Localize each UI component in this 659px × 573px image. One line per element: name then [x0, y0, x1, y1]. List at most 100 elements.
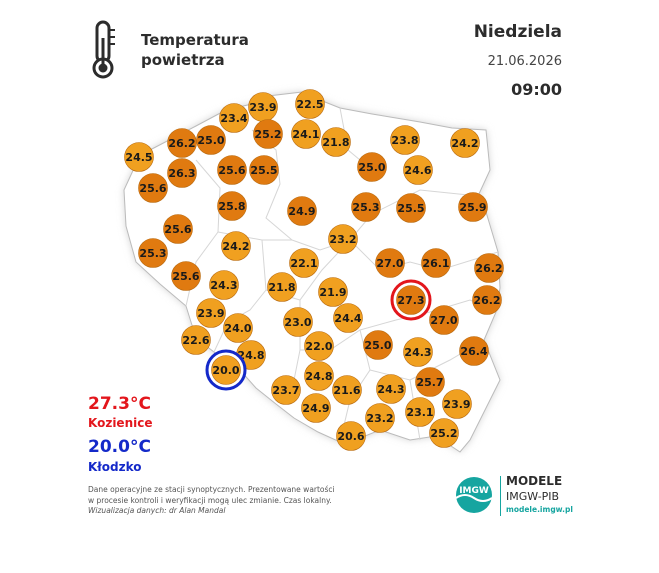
- station-marker: 22.0: [304, 331, 334, 361]
- station-dot: [249, 155, 279, 185]
- station-marker: 26.4: [459, 336, 489, 366]
- station-marker: 25.0: [357, 152, 387, 182]
- station-marker: 24.1: [291, 119, 321, 149]
- station-dot: [357, 152, 387, 182]
- station-temperature-label: 23.7: [272, 384, 299, 397]
- station-temperature-label: 23.9: [197, 307, 224, 320]
- station-marker: 21.8: [321, 127, 351, 157]
- station-marker: 22.6: [181, 325, 211, 355]
- station-temperature-label: 23.2: [329, 233, 356, 246]
- station-temperature-label: 24.3: [377, 383, 404, 396]
- station-marker: 24.3: [403, 337, 433, 367]
- station-temperature-label: 21.9: [319, 286, 346, 299]
- station-temperature-label: 23.9: [443, 398, 470, 411]
- thermometer-icon: [92, 20, 115, 79]
- station-dot: [363, 330, 393, 360]
- station-dot: [124, 142, 154, 172]
- min-temperature-station: Kłodzko: [88, 460, 142, 474]
- station-marker: 23.2: [328, 224, 358, 254]
- station-marker: 24.9: [301, 393, 331, 423]
- station-dot: [328, 224, 358, 254]
- station-marker: 24.4: [333, 303, 363, 333]
- map-title: Temperatura powietrza: [141, 30, 249, 70]
- station-temperature-label: 26.2: [475, 262, 502, 275]
- station-marker: 25.5: [249, 155, 279, 185]
- brand-divider: [500, 476, 501, 516]
- station-dot: [138, 173, 168, 203]
- station-temperature-label: 25.6: [172, 270, 199, 283]
- station-temperature-label: 26.2: [168, 137, 195, 150]
- station-marker: 25.3: [351, 192, 381, 222]
- station-temperature-label: 23.2: [366, 412, 393, 425]
- station-marker: 25.6: [171, 261, 201, 291]
- station-temperature-label: 24.4: [334, 312, 361, 325]
- station-temperature-label: 27.0: [376, 257, 403, 270]
- station-marker: 26.2: [474, 253, 504, 283]
- station-dot: [267, 272, 297, 302]
- station-marker: 24.2: [450, 128, 480, 158]
- station-dot: [196, 125, 226, 155]
- station-marker: 24.8: [304, 361, 334, 391]
- station-temperature-label: 26.2: [473, 294, 500, 307]
- station-dot: [450, 128, 480, 158]
- station-marker: 21.8: [267, 272, 297, 302]
- station-marker: 25.0: [196, 125, 226, 155]
- station-marker: 21.6: [332, 375, 362, 405]
- station-marker: 23.8: [390, 125, 420, 155]
- station-dot: [301, 393, 331, 423]
- station-marker: 26.1: [421, 248, 451, 278]
- station-dot: [333, 303, 363, 333]
- station-marker: 24.3: [209, 270, 239, 300]
- station-dot: [396, 193, 426, 223]
- station-marker: 27.0: [429, 305, 459, 335]
- brand-url-link[interactable]: modele.imgw.pl: [506, 505, 573, 514]
- station-marker: 23.2: [365, 403, 395, 433]
- station-dot: [211, 355, 241, 385]
- station-marker: 24.5: [124, 142, 154, 172]
- station-temperature-label: 24.9: [302, 402, 329, 415]
- station-marker: 25.6: [138, 173, 168, 203]
- station-dot: [318, 277, 348, 307]
- station-temperature-label: 23.8: [391, 134, 418, 147]
- station-marker: 21.9: [318, 277, 348, 307]
- station-temperature-label: 25.6: [218, 164, 245, 177]
- station-dot: [167, 128, 197, 158]
- title-line-2: powietrza: [141, 51, 225, 69]
- time-label: 09:00: [511, 80, 562, 99]
- station-dot: [396, 285, 426, 315]
- station-temperature-label: 24.0: [224, 322, 251, 335]
- title-line-1: Temperatura: [141, 31, 249, 49]
- station-temperature-label: 25.5: [397, 202, 424, 215]
- station-temperature-label: 25.8: [218, 200, 245, 213]
- min-temperature-value: 20.0°C: [88, 437, 151, 457]
- station-temperature-label: 21.8: [268, 281, 295, 294]
- station-temperature-label: 23.1: [406, 406, 433, 419]
- station-marker: 24.3: [376, 374, 406, 404]
- station-temperature-label: 24.2: [451, 137, 478, 150]
- station-dot: [171, 261, 201, 291]
- station-marker: 20.0: [205, 349, 247, 391]
- station-marker: 22.1: [289, 248, 319, 278]
- station-dot: [217, 155, 247, 185]
- brand-subname: IMGW-PIB: [506, 490, 560, 503]
- station-marker: 26.2: [167, 128, 197, 158]
- station-marker: 27.0: [375, 248, 405, 278]
- station-dot: [163, 214, 193, 244]
- station-dot: [376, 374, 406, 404]
- station-dot: [287, 196, 317, 226]
- station-dot: [403, 337, 433, 367]
- station-temperature-label: 22.5: [296, 98, 323, 111]
- station-temperature-label: 26.1: [422, 257, 449, 270]
- station-dot: [403, 155, 433, 185]
- max-temperature-station: Kozienice: [88, 416, 153, 430]
- station-temperature-label: 21.8: [322, 136, 349, 149]
- station-dot: [209, 270, 239, 300]
- station-temperature-label: 24.2: [222, 240, 249, 253]
- station-dot: [421, 248, 451, 278]
- station-dot: [321, 127, 351, 157]
- station-temperature-label: 21.6: [333, 384, 360, 397]
- station-dot: [442, 389, 472, 419]
- station-marker: 25.2: [429, 418, 459, 448]
- station-dot: [405, 397, 435, 427]
